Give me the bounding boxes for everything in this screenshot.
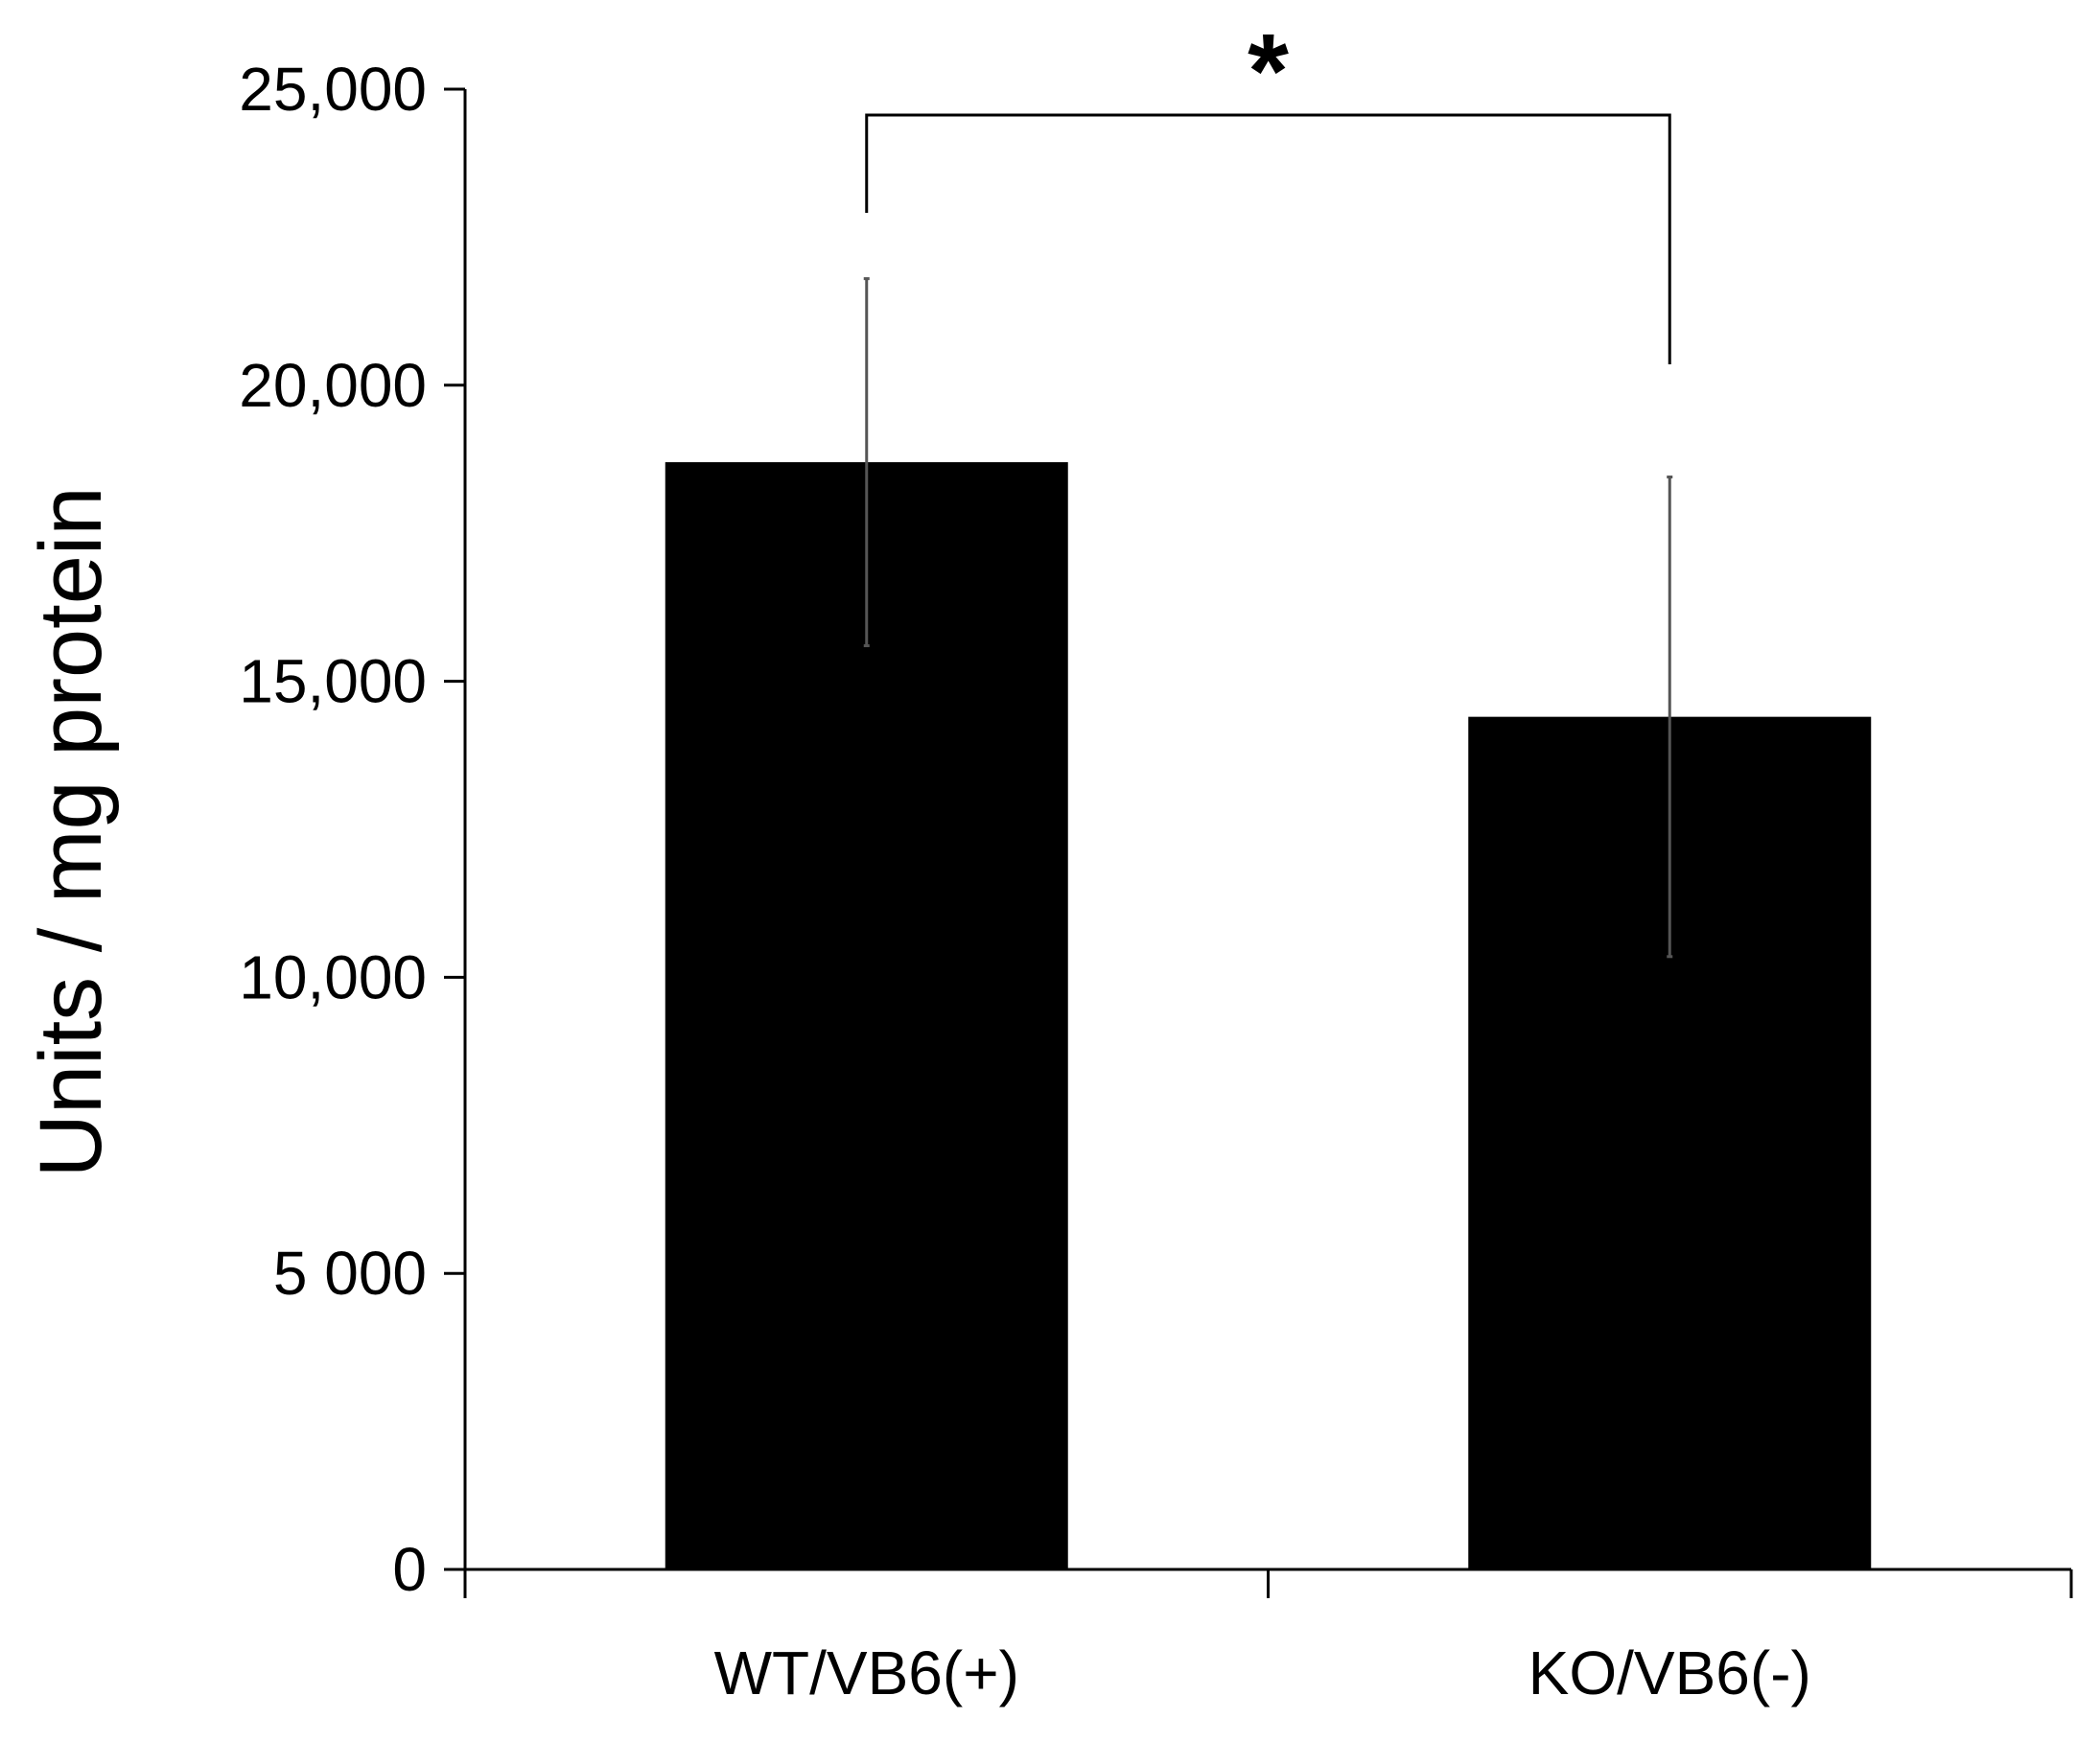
y-axis-title: Units / mg protein [22,487,120,1178]
y-tick-label-1: 5 000 [273,1239,427,1308]
y-tick-label-2: 10,000 [239,942,427,1011]
y-tick-label-5: 25,000 [239,55,427,124]
x-tick-label-1: KO/VB6(-) [1528,1638,1811,1707]
significance-bracket [867,115,1670,364]
y-tick-label-0: 0 [392,1535,427,1604]
y-tick-label-3: 15,000 [239,647,427,716]
significance-label: * [1248,12,1289,130]
x-tick-label-0: WT/VB6(+) [714,1638,1019,1707]
y-tick-label-4: 20,000 [239,351,427,420]
